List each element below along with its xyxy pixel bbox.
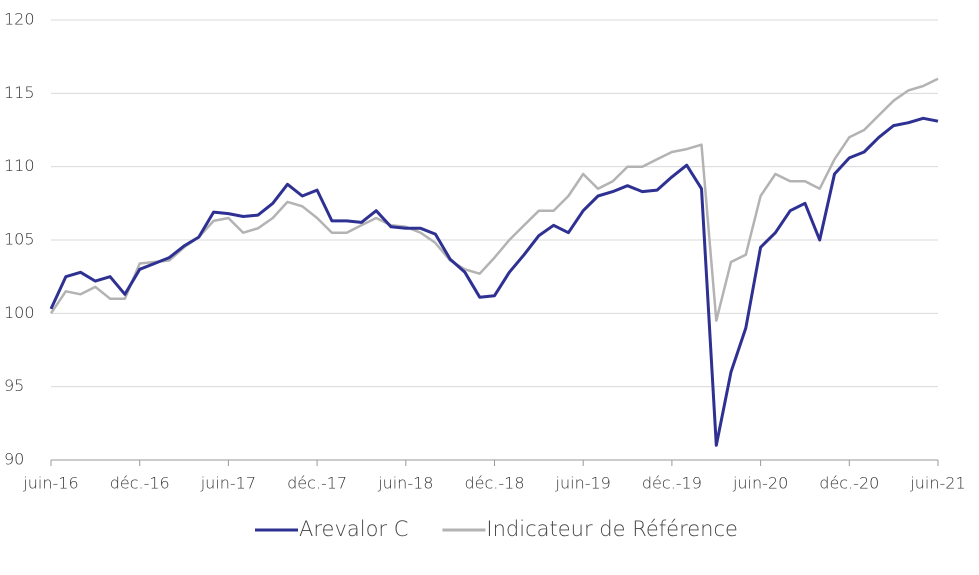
x-tick-label: déc.-18 — [464, 474, 524, 493]
y-tick-label: 95 — [4, 376, 24, 395]
x-tick-label: déc.-19 — [642, 474, 702, 493]
legend-label: Arevalor C — [299, 517, 408, 541]
x-tick-label: juin-21 — [909, 474, 965, 493]
x-tick-label: juin-20 — [732, 474, 788, 493]
y-tick-label: 90 — [4, 450, 24, 469]
x-tick-label: juin-19 — [555, 474, 611, 493]
legend: Arevalor C Indicateur de Référence — [255, 517, 738, 541]
y-tick-label: 120 — [4, 10, 35, 29]
x-tick-label: déc.-17 — [287, 474, 347, 493]
legend-label: Indicateur de Référence — [486, 517, 738, 541]
y-tick-label: 115 — [4, 83, 35, 102]
series-line — [49, 116, 939, 447]
x-tick-label: juin-18 — [377, 474, 433, 493]
series-line — [49, 77, 939, 322]
x-tick-label: déc.-20 — [819, 474, 879, 493]
x-tick-label: juin-17 — [200, 474, 256, 493]
x-tick-label: juin-16 — [22, 474, 78, 493]
x-tick-label: déc.-16 — [110, 474, 170, 493]
y-tick-label: 105 — [4, 230, 35, 249]
y-tick-label: 110 — [4, 156, 35, 175]
y-tick-label: 100 — [4, 303, 35, 322]
